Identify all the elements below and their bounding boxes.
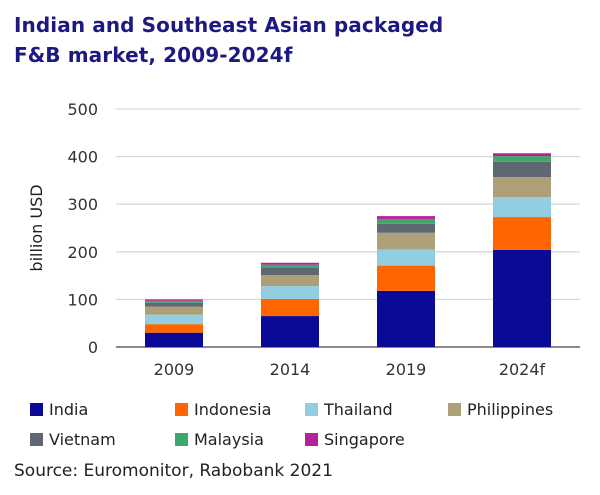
bar-segment-thailand-2019 bbox=[377, 249, 435, 266]
x-tick-label: 2009 bbox=[154, 360, 195, 379]
stacked-bar-chart: 0 100 200 300 400 500 2009 2014 2019 2024f billi… bbox=[27, 100, 580, 379]
bar-segment-singapore-2019 bbox=[377, 216, 435, 219]
legend-swatch bbox=[448, 403, 461, 416]
chart-title-line-2: F&B market, 2009-2024f bbox=[14, 43, 293, 67]
bar-segment-singapore-2014 bbox=[261, 262, 319, 265]
bar-segment-malaysia-2009 bbox=[145, 300, 203, 303]
bar-segment-indonesia-2024f bbox=[493, 217, 551, 250]
legend-label: India bbox=[49, 400, 89, 419]
x-axis-ticks: 2009 2014 2019 2024f bbox=[154, 360, 546, 379]
bar-segment-indonesia-2014 bbox=[261, 298, 319, 317]
legend-item-indonesia: Indonesia bbox=[175, 400, 271, 419]
y-tick-label: 300 bbox=[67, 195, 98, 214]
legend-swatch bbox=[175, 403, 188, 416]
bar-segment-singapore-2024f bbox=[493, 153, 551, 157]
legend-item-singapore: Singapore bbox=[305, 430, 405, 449]
bar-stack-2009 bbox=[145, 299, 203, 347]
bar-segment-india-2014 bbox=[261, 316, 319, 347]
legend-label: Philippines bbox=[467, 400, 554, 419]
bar-segment-malaysia-2024f bbox=[493, 156, 551, 162]
legend-swatch bbox=[305, 403, 318, 416]
source-note: Source: Euromonitor, Rabobank 2021 bbox=[14, 461, 333, 481]
y-tick-label: 500 bbox=[67, 100, 98, 119]
x-tick-label: 2024f bbox=[499, 360, 546, 379]
y-tick-label: 200 bbox=[67, 243, 98, 262]
chart-title-line-1: Indian and Southeast Asian packaged bbox=[14, 13, 444, 37]
legend-label: Malaysia bbox=[194, 430, 264, 449]
y-axis-label: billion USD bbox=[27, 184, 46, 271]
bar-segment-malaysia-2019 bbox=[377, 218, 435, 224]
bars bbox=[145, 153, 551, 347]
chart-title: Indian and Southeast Asian packaged F&B … bbox=[14, 10, 443, 70]
legend-item-vietnam: Vietnam bbox=[30, 430, 116, 449]
bar-segment-vietnam-2009 bbox=[145, 302, 203, 307]
bar-segment-india-2009 bbox=[145, 332, 203, 347]
bar-segment-vietnam-2024f bbox=[493, 161, 551, 178]
bar-segment-vietnam-2014 bbox=[261, 267, 319, 276]
bar-segment-thailand-2009 bbox=[145, 314, 203, 325]
legend-label: Vietnam bbox=[49, 430, 116, 449]
y-tick-label: 0 bbox=[88, 338, 98, 357]
bar-segment-malaysia-2014 bbox=[261, 264, 319, 268]
x-tick-label: 2014 bbox=[270, 360, 311, 379]
legend-swatch bbox=[305, 433, 318, 446]
legend-item-thailand: Thailand bbox=[305, 400, 393, 419]
legend-swatch bbox=[30, 433, 43, 446]
bar-segment-singapore-2009 bbox=[145, 299, 203, 301]
bar-segment-philippines-2024f bbox=[493, 177, 551, 198]
legend-item-india: India bbox=[30, 400, 88, 419]
bar-segment-indonesia-2019 bbox=[377, 265, 435, 291]
bar-stack-2024f bbox=[493, 153, 551, 347]
bar-segment-india-2019 bbox=[377, 290, 435, 347]
legend-swatch bbox=[175, 433, 188, 446]
legend-item-philippines: Philippines bbox=[448, 400, 553, 419]
bar-segment-thailand-2014 bbox=[261, 286, 319, 299]
y-tick-label: 100 bbox=[67, 290, 98, 309]
bar-stack-2019 bbox=[377, 216, 435, 347]
bar-stack-2014 bbox=[261, 262, 319, 347]
legend-label: Indonesia bbox=[194, 400, 272, 419]
legend-item-malaysia: Malaysia bbox=[175, 430, 264, 449]
bar-segment-philippines-2014 bbox=[261, 275, 319, 287]
bar-segment-philippines-2009 bbox=[145, 306, 203, 315]
y-axis-ticks: 0 100 200 300 400 500 bbox=[67, 100, 98, 357]
bar-segment-thailand-2024f bbox=[493, 197, 551, 218]
bar-segment-india-2024f bbox=[493, 249, 551, 347]
y-tick-label: 400 bbox=[67, 148, 98, 167]
bar-segment-indonesia-2009 bbox=[145, 324, 203, 333]
legend-swatch bbox=[30, 403, 43, 416]
x-tick-label: 2019 bbox=[386, 360, 427, 379]
bar-segment-vietnam-2019 bbox=[377, 223, 435, 233]
legend-label: Thailand bbox=[324, 400, 393, 419]
bar-segment-philippines-2019 bbox=[377, 232, 435, 250]
legend-label: Singapore bbox=[324, 430, 405, 449]
